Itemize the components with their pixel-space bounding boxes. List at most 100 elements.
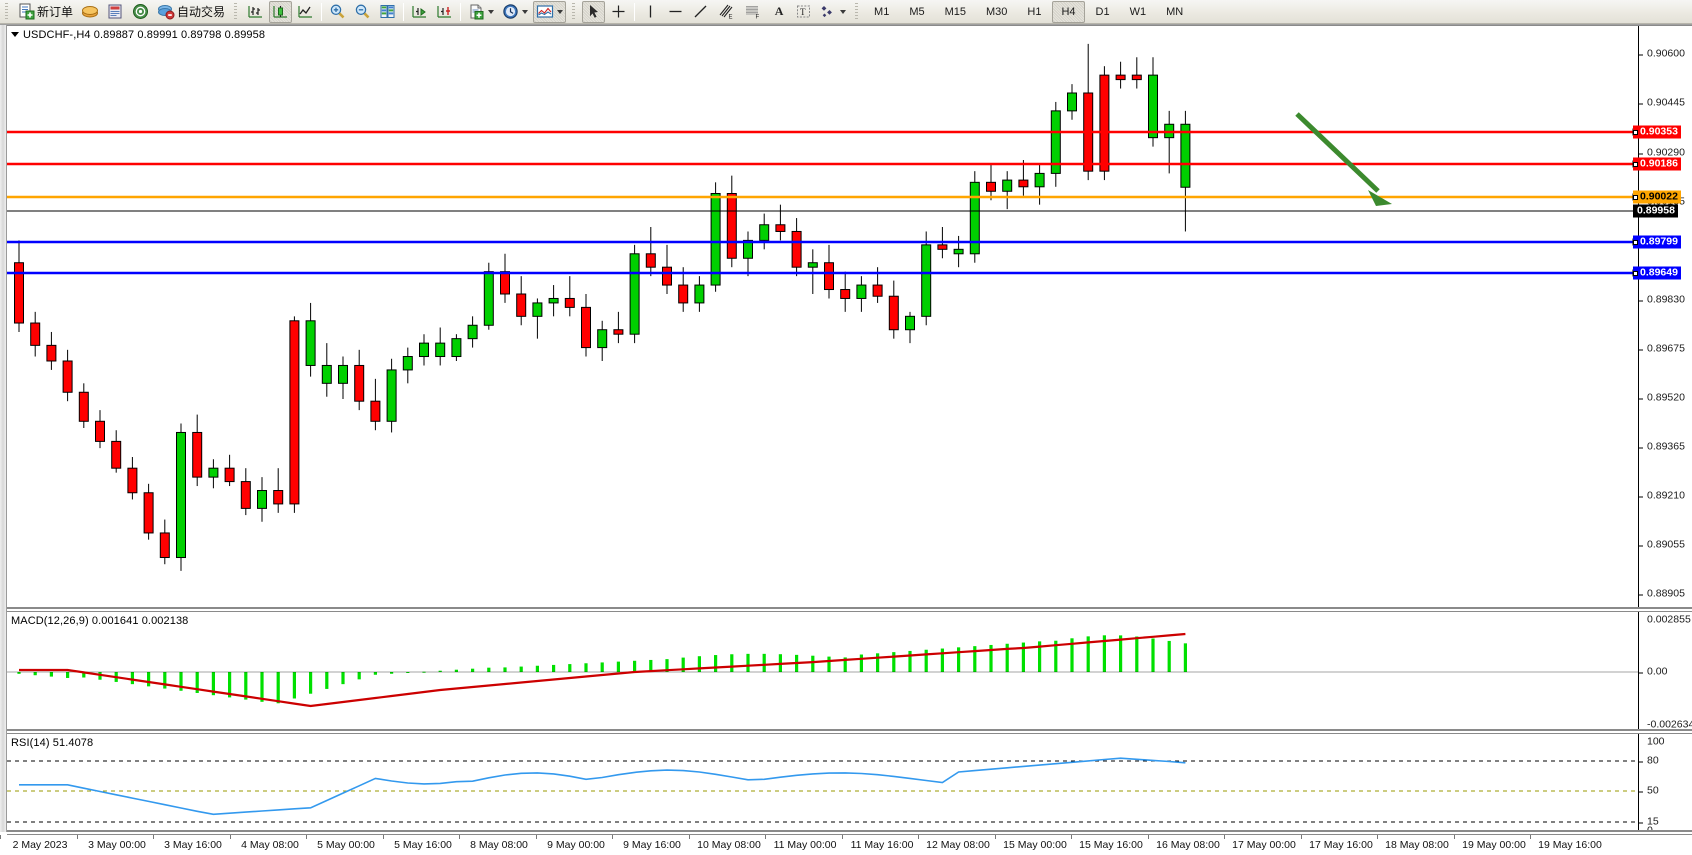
time-axis-tick <box>689 835 690 839</box>
chart-shift-button[interactable] <box>433 1 456 23</box>
candlestick-chart-button[interactable] <box>269 0 293 23</box>
macd-histogram-bar <box>1151 638 1155 672</box>
cursor-button[interactable] <box>582 0 606 23</box>
price-tag-handle[interactable] <box>1633 161 1638 167</box>
level-line-pivot[interactable] <box>7 193 1638 201</box>
shapes-caret-icon[interactable] <box>840 9 847 14</box>
auto-scroll-button[interactable] <box>408 1 431 23</box>
zoom-in-button[interactable] <box>326 1 349 23</box>
trendline-button[interactable] <box>689 1 712 23</box>
rsi-scale[interactable]: 100 80 50 15 0 <box>1638 734 1692 830</box>
price-scale[interactable]: 0.906000.904450.902900.901350.898300.896… <box>1633 26 1692 607</box>
price-pane[interactable]: USDCHF-,H4 0.89887 0.89991 0.89798 0.899… <box>7 25 1692 609</box>
toolbar-grip-3[interactable] <box>570 2 579 21</box>
candle-body <box>759 224 770 241</box>
timeframe-w1-button[interactable]: W1 <box>1121 1 1156 23</box>
toolbar-separator-1 <box>321 2 323 21</box>
macd-scale[interactable]: 0.002855 0.00 -0.002634 <box>1638 612 1692 729</box>
candle <box>192 414 203 487</box>
level-line-resistance[interactable] <box>7 128 1638 136</box>
toolbar-grip-4[interactable] <box>853 2 862 21</box>
terminal-button[interactable] <box>104 1 127 23</box>
price-tag-handle[interactable] <box>1633 129 1638 135</box>
text-label-icon: T <box>797 5 811 18</box>
candle <box>581 293 591 357</box>
timeframe-m15-button[interactable]: M15 <box>936 1 975 23</box>
candle-body <box>775 224 786 232</box>
new-order-label: 新订单 <box>37 5 74 19</box>
macd-histogram-bar <box>1119 635 1123 672</box>
equidistant-channel-button[interactable]: E <box>714 1 739 23</box>
crosshair-button[interactable] <box>607 1 630 23</box>
add-indicator-caret-icon[interactable] <box>488 9 495 14</box>
timeframe-m1-button[interactable]: M1 <box>865 1 898 23</box>
arrow-annotation[interactable] <box>1295 112 1392 206</box>
macd-pane[interactable]: MACD(12,26,9) 0.001641 0.002138 0.002855… <box>7 611 1692 731</box>
signals-button[interactable] <box>129 1 152 23</box>
time-axis[interactable]: 2 May 2023 3 May 00:00 3 May 16:00 4 May 08… <box>0 834 1692 855</box>
arrow-head[interactable] <box>1368 190 1392 206</box>
price-tag-support[interactable]: 0.89649 <box>1633 266 1681 280</box>
price-tag-resistance[interactable]: 0.90353 <box>1633 125 1681 139</box>
macd-histogram-bar <box>649 659 653 672</box>
data-window-button[interactable] <box>376 1 399 23</box>
bar-chart-button[interactable] <box>244 1 267 23</box>
add-indicator-button[interactable] <box>465 1 497 23</box>
macd-histogram-bar <box>1054 640 1058 672</box>
timeframe-m30-button[interactable]: M30 <box>977 1 1016 23</box>
candle-body <box>937 244 948 250</box>
price-tag-value: 0.90353 <box>1640 125 1678 138</box>
price-tag-handle[interactable] <box>1633 194 1638 200</box>
zoom-out-button[interactable] <box>351 1 374 23</box>
expert-advisor-button[interactable] <box>78 1 102 23</box>
level-line-resistance[interactable] <box>7 160 1638 168</box>
candle-body <box>354 364 365 402</box>
period-separator-button[interactable] <box>499 1 531 23</box>
time-axis-label: 15 May 00:00 <box>1003 839 1067 851</box>
macd-histogram-bar <box>1021 642 1025 672</box>
timeframe-m5-button[interactable]: M5 <box>900 1 933 23</box>
vertical-line-button[interactable] <box>639 1 662 23</box>
templates-caret-icon[interactable] <box>557 9 564 14</box>
price-tag-current[interactable]: 0.89958 <box>1633 204 1678 218</box>
arrow-shaft[interactable] <box>1295 112 1380 193</box>
new-order-button[interactable]: 新订单 <box>15 1 76 23</box>
price-tag-resistance[interactable]: 0.90186 <box>1633 157 1681 171</box>
candle-body <box>888 295 899 331</box>
templates-button[interactable] <box>533 0 567 23</box>
candle-body <box>662 266 672 286</box>
candle <box>743 231 753 277</box>
autotrading-button[interactable]: 自动交易 <box>154 1 228 23</box>
level-line-support[interactable] <box>7 269 1638 277</box>
trendline-icon <box>694 5 707 18</box>
horizontal-line-button[interactable] <box>664 1 687 23</box>
timeframe-label: M15 <box>944 5 966 18</box>
toolbar-grip[interactable] <box>3 2 11 21</box>
price-tick: 0.88905 <box>1639 588 1685 600</box>
text-button[interactable]: A <box>768 1 790 23</box>
shapes-button[interactable] <box>817 1 849 23</box>
time-axis-label: 17 May 16:00 <box>1309 839 1373 851</box>
chart-menu-triangle-icon[interactable] <box>11 32 19 37</box>
price-tag-handle[interactable] <box>1633 270 1638 276</box>
candle <box>694 276 705 312</box>
macd-histogram-bar <box>633 660 637 672</box>
level-line-support[interactable] <box>7 238 1638 246</box>
price-tag-handle[interactable] <box>1633 239 1638 245</box>
toolbar-grip-2[interactable] <box>232 2 241 21</box>
rsi-pane[interactable]: RSI(14) 51.4078 100 80 50 15 0 <box>7 733 1692 832</box>
line-chart-button[interactable] <box>294 1 317 23</box>
price-tag-pivot[interactable]: 0.90022 <box>1633 190 1681 204</box>
price-tag-support[interactable]: 0.89799 <box>1633 235 1681 249</box>
left-scrollbar[interactable] <box>0 25 7 832</box>
macd-histogram-bar <box>211 672 215 696</box>
macd-histogram-bar <box>373 672 377 675</box>
timeframe-h1-button[interactable]: H1 <box>1018 1 1050 23</box>
period-separator-caret-icon[interactable] <box>522 9 529 14</box>
text-label-button[interactable]: T <box>792 1 815 23</box>
timeframe-d1-button[interactable]: D1 <box>1087 1 1119 23</box>
fibonacci-button[interactable]: F <box>741 1 766 23</box>
timeframe-mn-button[interactable]: MN <box>1157 1 1192 23</box>
macd-histogram-bar <box>973 646 977 672</box>
timeframe-h4-button[interactable]: H4 <box>1052 0 1085 23</box>
